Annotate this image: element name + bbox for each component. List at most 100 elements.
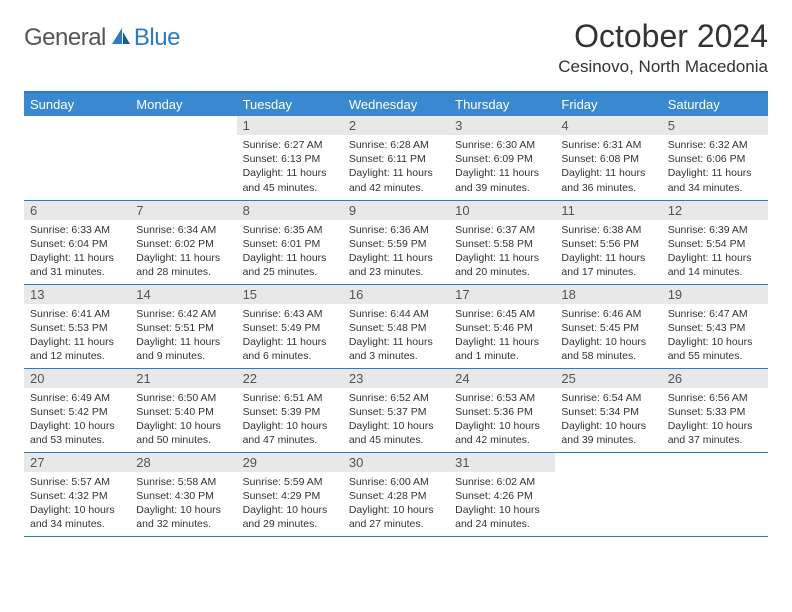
calendar-week-row: 6 Sunrise: 6:33 AMSunset: 6:04 PM Daylight…	[24, 200, 768, 284]
sunrise-text: Sunrise: 6:27 AM	[243, 138, 337, 152]
day-number: 3	[449, 116, 555, 135]
day-details: Sunrise: 6:02 AMSunset: 4:26 PMDaylight:…	[449, 472, 555, 535]
logo-text-general: General	[24, 24, 106, 52]
sunrise-text: Sunrise: 6:41 AM	[30, 307, 124, 321]
day-details: Sunrise: 6:51 AMSunset: 5:39 PMDaylight:…	[237, 388, 343, 451]
daylight-text: Daylight: 11 hours and 25 minutes.	[243, 251, 337, 279]
day-number: 22	[237, 369, 343, 388]
day-details: Sunrise: 6:43 AMSunset: 5:49 PMDaylight:…	[237, 304, 343, 367]
day-number: 6	[24, 201, 130, 220]
day-number: 25	[555, 369, 661, 388]
day-number: 26	[662, 369, 768, 388]
calendar-day-cell: 16Sunrise: 6:44 AMSunset: 5:48 PMDayligh…	[343, 284, 449, 368]
sunset-text: Sunset: 5:43 PM	[668, 321, 762, 335]
day-number: 15	[237, 285, 343, 304]
calendar-day-cell: 26Sunrise: 6:56 AMSunset: 5:33 PMDayligh…	[662, 368, 768, 452]
calendar-day-cell: 27Sunrise: 5:57 AMSunset: 4:32 PMDayligh…	[24, 452, 130, 536]
day-details: Sunrise: 6:45 AMSunset: 5:46 PMDaylight:…	[449, 304, 555, 367]
sunset-text: Sunset: 5:56 PM	[561, 237, 655, 251]
day-details: Sunrise: 6:37 AMSunset: 5:58 PMDaylight:…	[449, 220, 555, 283]
day-details: Sunrise: 6:34 AMSunset: 6:02 PMDaylight:…	[130, 220, 236, 283]
sunrise-text: Sunrise: 6:33 AM	[30, 223, 124, 237]
daylight-text: Daylight: 11 hours and 9 minutes.	[136, 335, 230, 363]
sunrise-text: Sunrise: 6:31 AM	[561, 138, 655, 152]
daylight-text: Daylight: 11 hours and 28 minutes.	[136, 251, 230, 279]
sunrise-text: Sunrise: 6:42 AM	[136, 307, 230, 321]
sunset-text: Sunset: 5:33 PM	[668, 405, 762, 419]
sunrise-text: Sunrise: 6:44 AM	[349, 307, 443, 321]
weekday-header: Friday	[555, 92, 661, 116]
sunset-text: Sunset: 5:37 PM	[349, 405, 443, 419]
weekday-header: Saturday	[662, 92, 768, 116]
daylight-text: Daylight: 11 hours and 39 minutes.	[455, 166, 549, 194]
sunrise-text: Sunrise: 6:37 AM	[455, 223, 549, 237]
calendar-day-cell: 10Sunrise: 6:37 AMSunset: 5:58 PMDayligh…	[449, 200, 555, 284]
calendar-week-row: 20Sunrise: 6:49 AMSunset: 5:42 PMDayligh…	[24, 368, 768, 452]
calendar-day-cell: 29Sunrise: 5:59 AMSunset: 4:29 PMDayligh…	[237, 452, 343, 536]
daylight-text: Daylight: 10 hours and 37 minutes.	[668, 419, 762, 447]
calendar-day-cell	[555, 452, 661, 536]
daylight-text: Daylight: 10 hours and 42 minutes.	[455, 419, 549, 447]
sunset-text: Sunset: 5:40 PM	[136, 405, 230, 419]
sunset-text: Sunset: 6:09 PM	[455, 152, 549, 166]
weekday-header: Thursday	[449, 92, 555, 116]
day-details: Sunrise: 6:36 AMSunset: 5:59 PMDaylight:…	[343, 220, 449, 283]
day-number: 12	[662, 201, 768, 220]
sunrise-text: Sunrise: 6:43 AM	[243, 307, 337, 321]
calendar-day-cell: 20Sunrise: 6:49 AMSunset: 5:42 PMDayligh…	[24, 368, 130, 452]
calendar-day-cell: 23Sunrise: 6:52 AMSunset: 5:37 PMDayligh…	[343, 368, 449, 452]
day-details: Sunrise: 5:57 AMSunset: 4:32 PMDaylight:…	[24, 472, 130, 535]
weekday-header: Wednesday	[343, 92, 449, 116]
sunset-text: Sunset: 6:01 PM	[243, 237, 337, 251]
day-details: Sunrise: 6:47 AMSunset: 5:43 PMDaylight:…	[662, 304, 768, 367]
daylight-text: Daylight: 10 hours and 53 minutes.	[30, 419, 124, 447]
daylight-text: Daylight: 11 hours and 34 minutes.	[668, 166, 762, 194]
sunrise-text: Sunrise: 6:52 AM	[349, 391, 443, 405]
sunset-text: Sunset: 5:58 PM	[455, 237, 549, 251]
title-block: October 2024 Cesinovo, North Macedonia	[558, 18, 768, 77]
calendar-day-cell: 11Sunrise: 6:38 AMSunset: 5:56 PMDayligh…	[555, 200, 661, 284]
sunrise-text: Sunrise: 6:47 AM	[668, 307, 762, 321]
calendar-week-row: 1Sunrise: 6:27 AMSunset: 6:13 PMDaylight…	[24, 116, 768, 200]
day-details: Sunrise: 6:46 AMSunset: 5:45 PMDaylight:…	[555, 304, 661, 367]
sunrise-text: Sunrise: 6:50 AM	[136, 391, 230, 405]
sunset-text: Sunset: 4:32 PM	[30, 489, 124, 503]
day-number: 18	[555, 285, 661, 304]
daylight-text: Daylight: 11 hours and 14 minutes.	[668, 251, 762, 279]
sunset-text: Sunset: 5:53 PM	[30, 321, 124, 335]
sunrise-text: Sunrise: 5:58 AM	[136, 475, 230, 489]
sunrise-text: Sunrise: 5:57 AM	[30, 475, 124, 489]
sunset-text: Sunset: 5:45 PM	[561, 321, 655, 335]
sunset-text: Sunset: 6:11 PM	[349, 152, 443, 166]
calendar-day-cell: 30Sunrise: 6:00 AMSunset: 4:28 PMDayligh…	[343, 452, 449, 536]
logo-text-blue: Blue	[134, 24, 180, 52]
calendar-day-cell: 24Sunrise: 6:53 AMSunset: 5:36 PMDayligh…	[449, 368, 555, 452]
day-number: 17	[449, 285, 555, 304]
calendar-day-cell: 28Sunrise: 5:58 AMSunset: 4:30 PMDayligh…	[130, 452, 236, 536]
day-number: 1	[237, 116, 343, 135]
logo-sail-icon	[110, 26, 132, 51]
calendar-day-cell: 25Sunrise: 6:54 AMSunset: 5:34 PMDayligh…	[555, 368, 661, 452]
daylight-text: Daylight: 10 hours and 32 minutes.	[136, 503, 230, 531]
calendar-day-cell: 9Sunrise: 6:36 AMSunset: 5:59 PMDaylight…	[343, 200, 449, 284]
calendar-day-cell: 14Sunrise: 6:42 AMSunset: 5:51 PMDayligh…	[130, 284, 236, 368]
sunset-text: Sunset: 5:46 PM	[455, 321, 549, 335]
sunset-text: Sunset: 5:59 PM	[349, 237, 443, 251]
sunrise-text: Sunrise: 6:34 AM	[136, 223, 230, 237]
sunset-text: Sunset: 5:42 PM	[30, 405, 124, 419]
weekday-header: Tuesday	[237, 92, 343, 116]
sunset-text: Sunset: 6:04 PM	[30, 237, 124, 251]
calendar-day-cell: 21Sunrise: 6:50 AMSunset: 5:40 PMDayligh…	[130, 368, 236, 452]
calendar-day-cell: 5Sunrise: 6:32 AMSunset: 6:06 PMDaylight…	[662, 116, 768, 200]
daylight-text: Daylight: 11 hours and 20 minutes.	[455, 251, 549, 279]
day-details: Sunrise: 6:32 AMSunset: 6:06 PMDaylight:…	[662, 135, 768, 198]
daylight-text: Daylight: 10 hours and 47 minutes.	[243, 419, 337, 447]
day-number: 27	[24, 453, 130, 472]
calendar-header-row: Sunday Monday Tuesday Wednesday Thursday…	[24, 92, 768, 116]
calendar-day-cell: 22Sunrise: 6:51 AMSunset: 5:39 PMDayligh…	[237, 368, 343, 452]
sunrise-text: Sunrise: 6:39 AM	[668, 223, 762, 237]
daylight-text: Daylight: 10 hours and 29 minutes.	[243, 503, 337, 531]
calendar-day-cell: 31Sunrise: 6:02 AMSunset: 4:26 PMDayligh…	[449, 452, 555, 536]
day-details: Sunrise: 6:44 AMSunset: 5:48 PMDaylight:…	[343, 304, 449, 367]
calendar-day-cell: 6Sunrise: 6:33 AMSunset: 6:04 PMDaylight…	[24, 200, 130, 284]
